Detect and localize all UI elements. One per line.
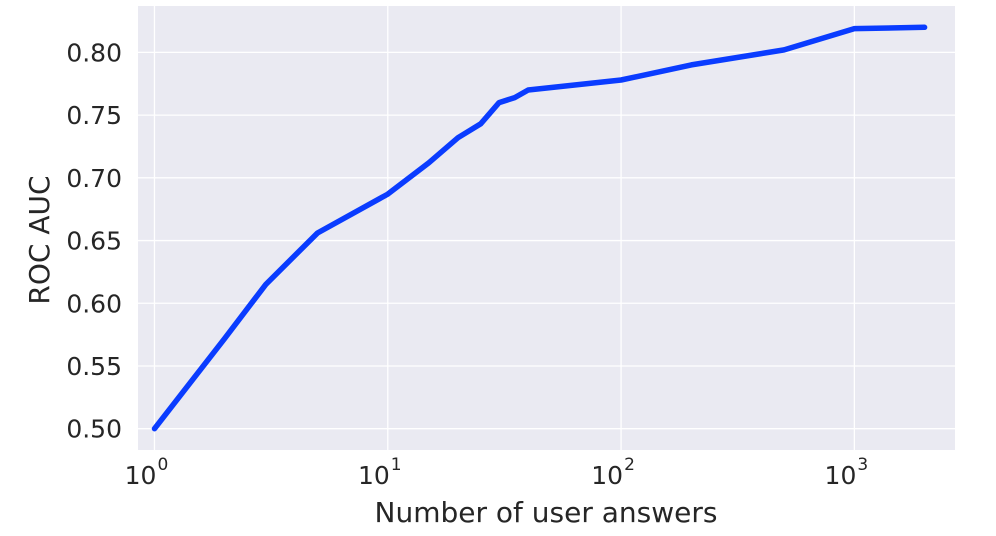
y-tick-label: 0.75 [66, 101, 122, 130]
grid-lines [138, 6, 955, 450]
x-tick-label: 10 3 [825, 455, 869, 490]
y-tick-labels: 0.50 0.55 0.60 0.65 0.70 0.75 0.80 [66, 38, 122, 443]
x-tick-base: 10 [825, 461, 857, 490]
y-tick-label: 0.55 [66, 352, 122, 381]
x-tick-exponent: 1 [391, 455, 402, 475]
x-tick-label: 10 0 [125, 455, 169, 490]
x-axis-label: Number of user answers [375, 496, 718, 529]
x-tick-exponent: 2 [624, 455, 635, 475]
x-tick-base: 10 [591, 461, 623, 490]
y-tick-label: 0.60 [66, 289, 122, 318]
x-tick-exponent: 0 [157, 455, 168, 475]
x-tick-labels: 10 0 10 1 10 2 10 3 [125, 455, 869, 490]
series-group [151, 24, 928, 432]
y-axis-label: ROC AUC [23, 175, 56, 304]
x-tick-exponent: 3 [857, 455, 868, 475]
x-tick-label: 10 2 [591, 455, 635, 490]
x-tick-base: 10 [125, 461, 157, 490]
y-tick-label: 0.80 [66, 38, 122, 67]
roc-auc-line [151, 24, 928, 432]
x-tick-label: 10 1 [358, 455, 402, 490]
y-tick-label: 0.50 [66, 415, 122, 444]
y-tick-label: 0.65 [66, 227, 122, 256]
x-tick-base: 10 [358, 461, 390, 490]
y-tick-label: 0.70 [66, 164, 122, 193]
plot-area [138, 6, 955, 450]
